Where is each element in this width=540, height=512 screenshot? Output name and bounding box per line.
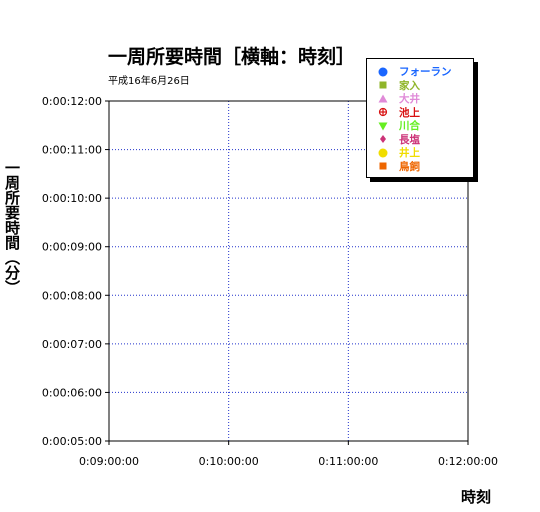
legend-marker (379, 81, 387, 89)
legend-label: 池上 (399, 106, 420, 119)
legend-label: 長塩 (399, 133, 420, 146)
legend-label: 川合 (399, 120, 420, 133)
legend-item: フォーラン (367, 65, 473, 79)
legend-marker (378, 122, 388, 131)
legend: フォーラン 家入 大井 池上 川合 長塩 井上 鳥飼 (366, 58, 474, 178)
legend-marker-shape (380, 135, 386, 144)
legend-marker-shape (378, 67, 388, 77)
legend-marker (378, 94, 388, 103)
y-tick-label: 0:00:10:00 (42, 192, 102, 205)
legend-marker (380, 135, 386, 144)
y-tick-label: 0:00:05:00 (42, 435, 102, 448)
legend-label: 井上 (399, 147, 420, 160)
legend-item: 井上 (367, 146, 473, 160)
legend-item: 長塩 (367, 133, 473, 147)
y-tick-label: 0:00:09:00 (42, 241, 102, 254)
legend-marker-shape (378, 108, 388, 117)
legend-item: 大井 (367, 92, 473, 106)
y-axis-label: 一周所要時間（分） (3, 160, 21, 295)
legend-item: 鳥飼 (367, 160, 473, 174)
legend-marker-shape (379, 81, 387, 89)
plot-frame (108, 100, 469, 442)
legend-label: フォーラン (399, 66, 452, 79)
legend-marker-shape (378, 122, 388, 131)
legend-marker (379, 162, 387, 170)
legend-item: 川合 (367, 119, 473, 133)
y-tick-label: 0:00:11:00 (42, 144, 102, 157)
legend-marker (378, 108, 388, 117)
legend-marker-shape (378, 148, 388, 158)
legend-item: 家入 (367, 79, 473, 93)
legend-marker (378, 148, 388, 158)
x-axis-label: 時刻 (461, 488, 492, 506)
x-tick-label: 0:09:00:00 (79, 455, 139, 468)
x-tick-label: 0:10:00:00 (199, 455, 259, 468)
x-tick-label: 0:11:00:00 (318, 455, 378, 468)
legend-label: 鳥飼 (399, 160, 420, 173)
legend-label: 家入 (399, 79, 420, 92)
legend-marker-shape (379, 162, 387, 170)
x-tick-label: 0:12:00:00 (438, 455, 498, 468)
legend-label: 大井 (399, 93, 420, 106)
chart-title: 一周所要時間［横軸：時刻］ (108, 46, 356, 68)
y-axis-ticks: 0:00:05:00 0:00:06:00 0:00:07:00 0:00:08:00… (42, 95, 109, 448)
legend-marker (378, 67, 388, 77)
legend-item: 池上 (367, 106, 473, 120)
x-axis-ticks: 0:09:00:00 0:10:00:00 0:11:00:00 0:12:00:00 (79, 441, 498, 468)
legend-marker-shape (378, 94, 388, 103)
y-tick-label: 0:00:06:00 (42, 386, 102, 399)
chart-subtitle: 平成16年6月26日 (108, 76, 190, 87)
y-tick-label: 0:00:08:00 (42, 289, 102, 302)
y-tick-label: 0:00:07:00 (42, 338, 102, 351)
y-tick-label: 0:00:12:00 (42, 95, 102, 108)
